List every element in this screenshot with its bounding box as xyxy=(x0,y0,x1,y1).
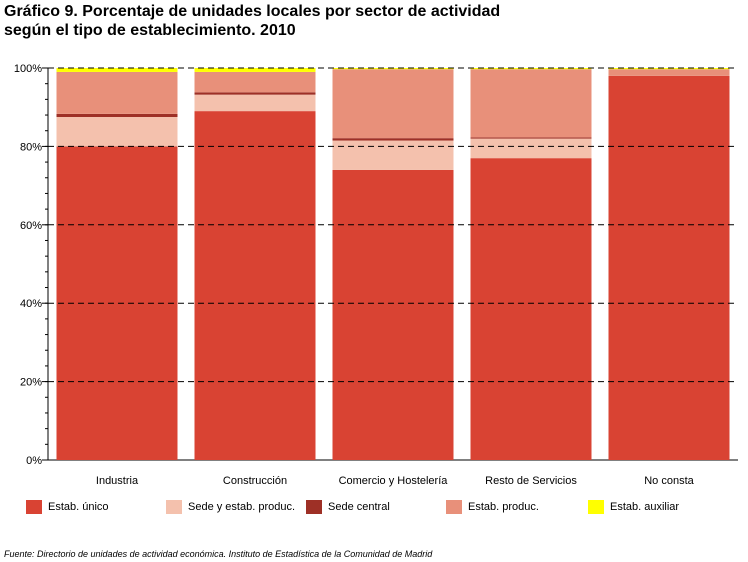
bar-segment-estab-auxiliar xyxy=(332,68,454,70)
y-tick-label: 80% xyxy=(20,141,42,153)
y-tick-label: 40% xyxy=(20,298,42,310)
bar-segment-estab-produc xyxy=(194,71,316,93)
y-tick-label: 0% xyxy=(26,455,42,467)
bar-segment-estab-produc xyxy=(56,71,178,114)
legend-label: Estab. auxiliar xyxy=(610,501,680,513)
bar-segment-estab-auxiliar xyxy=(470,68,592,70)
bar-segment-estab-nico xyxy=(56,146,178,460)
legend-item: Estab. auxiliar xyxy=(588,500,679,514)
bar-segment-estab-auxiliar xyxy=(194,68,316,72)
source-note: Fuente: Directorio de unidades de activi… xyxy=(4,549,433,559)
bar-segment-sede-central xyxy=(194,92,316,95)
bar-segment-estab-produc xyxy=(608,69,730,76)
bar-segment-estab-produc xyxy=(470,69,592,138)
chart-title-line-1: Gráfico 9. Porcentaje de unidades locale… xyxy=(4,3,501,20)
legend-label: Estab. produc. xyxy=(468,501,539,513)
chart-title-line-2: según el tipo de establecimiento. 2010 xyxy=(4,22,296,39)
y-tick-label: 20% xyxy=(20,377,42,389)
bar-segment-sede-central xyxy=(470,137,592,139)
bar-segment-sede-y-estab-produc xyxy=(56,117,178,147)
chart-title: Gráfico 9. Porcentaje de unidades locale… xyxy=(4,2,500,40)
chart-legend: Estab. único Sede y estab. produc. Sede ce… xyxy=(0,500,748,524)
stacked-bar-chart: Industria Construcción Comercio y Hosteler… xyxy=(14,63,738,487)
legend-label: Estab. único xyxy=(48,501,109,513)
legend-item: Estab. único xyxy=(26,500,109,514)
y-tick-label: 60% xyxy=(20,220,42,232)
legend-swatch xyxy=(588,500,604,514)
legend-swatch xyxy=(306,500,322,514)
bar-segment-sede-y-estab-produc xyxy=(470,138,592,159)
legend-label: Sede y estab. produc. xyxy=(188,501,296,513)
bar-segment-sede-y-estab-produc xyxy=(194,94,316,112)
bar-segment-sede-central xyxy=(56,113,178,117)
bar-segment-estab-nico xyxy=(194,111,316,461)
legend-label: Sede central xyxy=(328,501,390,513)
bar-segment-estab-produc xyxy=(332,69,454,139)
x-tick-label: Resto de Servicios xyxy=(485,475,577,487)
legend-item: Sede central xyxy=(306,500,390,514)
bar-segment-estab-auxiliar xyxy=(56,68,178,72)
x-tick-label: Industria xyxy=(96,475,139,487)
legend-swatch xyxy=(446,500,462,514)
bar-segment-estab-nico xyxy=(608,75,730,460)
bar-segment-estab-nico xyxy=(332,169,454,461)
bar-segment-estab-nico xyxy=(470,158,592,460)
legend-item: Estab. produc. xyxy=(446,500,539,514)
bar-segment-estab-auxiliar xyxy=(608,68,730,70)
legend-swatch xyxy=(166,500,182,514)
x-tick-label: Construcción xyxy=(223,475,287,487)
bar-segment-sede-central xyxy=(332,138,454,141)
x-tick-label: No consta xyxy=(644,475,694,487)
legend-item: Sede y estab. produc. xyxy=(166,500,295,514)
y-tick-label: 100% xyxy=(14,63,42,75)
legend-swatch xyxy=(26,500,42,514)
x-tick-label: Comercio y Hostelería xyxy=(339,475,449,487)
bar-segment-sede-y-estab-produc xyxy=(332,140,454,170)
